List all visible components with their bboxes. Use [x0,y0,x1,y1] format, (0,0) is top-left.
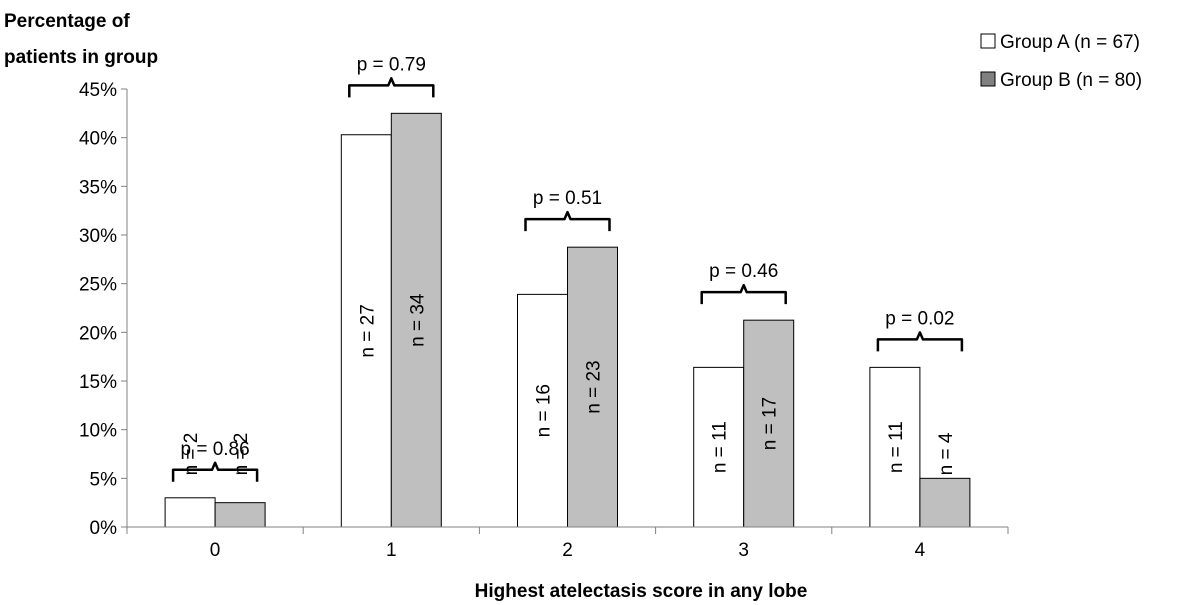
p-value-annotations: p = 0.86 p = 0.79 p = 0.51 p = 0.46 p = 0.02 [171,54,964,482]
p-value-bracket [524,210,611,232]
legend-label-group-a: Group A (n = 67) [1000,32,1140,53]
p-value-label: p = 0.46 [709,261,778,282]
bar-n-label: n = 2 [231,433,252,476]
bar-n-label: n = 2 [181,433,202,476]
y-tick-label: 40% [79,129,117,150]
bar-n-label: n = 34 [407,293,428,347]
bars-layer: n = 2 n = 2 n = 27 n = 34 n = 16 n = 23 n = 11… [164,112,971,528]
bar-n-label: n = 27 [357,304,378,357]
x-tick-label: 4 [915,540,926,561]
legend-swatch-group-b [980,71,996,87]
bar-group-b [567,246,618,528]
p-value-bracket [348,77,435,98]
y-tick-label: 45% [79,80,117,101]
bar-n-label: n = 4 [936,432,957,475]
bar-group-a [693,366,745,528]
p-value-bracket [876,331,964,352]
bar-group-a [164,497,216,528]
p-value-label: p = 0.86 [180,439,249,460]
bar-group-b [214,502,266,528]
y-axis-title: Percentage of patients in group [4,11,158,68]
y-tick-label: 0% [90,518,118,539]
x-axis-title: Highest atelectasis score in any lobe [475,581,808,602]
x-tick-label: 1 [386,540,397,561]
bar-group-b [743,319,795,528]
y-tick-label: 15% [79,372,117,393]
bar-n-label: n = 11 [886,421,907,473]
y-tick-label: 20% [79,323,117,344]
bar-group-b [390,112,442,528]
bar-n-label: n = 17 [760,397,781,450]
p-value-bracket [700,283,787,305]
y-tick-label: 25% [79,275,117,296]
p-value-label: p = 0.51 [533,188,602,209]
p-value-label: p = 0.02 [885,308,954,329]
bar-n-label: n = 11 [710,421,731,473]
bar-group-b [919,477,971,528]
x-tick-label: 2 [562,540,573,561]
bar-group-a [340,134,392,528]
bar-n-label: n = 23 [584,360,605,413]
y-axis-title-line-2: patients in group [4,47,158,68]
p-value-bracket [171,461,259,482]
x-tick-label: 0 [210,540,221,561]
legend-swatch-group-a [980,33,996,49]
x-tick-label: 3 [738,540,749,561]
y-tick-label: 5% [90,469,118,490]
p-value-label: p = 0.79 [357,54,426,75]
bar-n-label: n = 16 [534,384,555,437]
legend: Group A (n = 67) Group B (n = 80) [980,32,1142,91]
y-axis-title-line-1: Percentage of [4,11,130,32]
bar-group-a [517,293,568,528]
legend-label-group-b: Group B (n = 80) [1000,70,1142,91]
y-tick-label: 35% [79,177,117,198]
axes-layer: 0% 5% 10% 15% 20% 25% 30% 35% 40% 45% 0 1 2 3 4 [79,80,1009,561]
y-tick-label: 10% [79,421,117,442]
y-tick-label: 30% [79,226,117,247]
